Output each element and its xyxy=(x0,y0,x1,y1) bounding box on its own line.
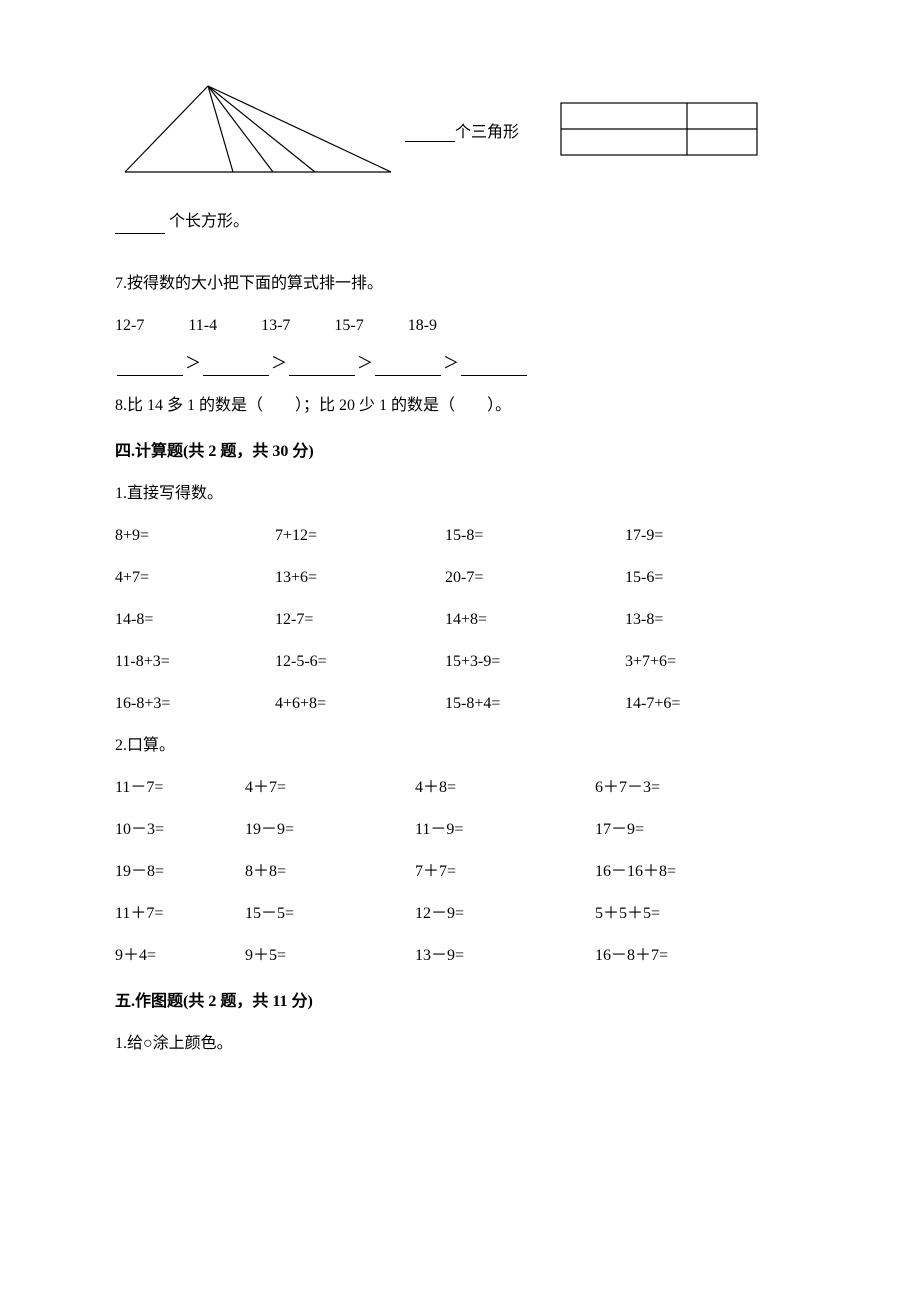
q8-line: 8.比 14 多 1 的数是（ ）；比 20 少 1 的数是（ ）。 xyxy=(115,394,805,418)
grid2-cell-4-2[interactable]: 13－9= xyxy=(415,944,595,968)
section4-sub2: 2.口算。 xyxy=(115,734,805,758)
grid1-cell-1-2[interactable]: 20-7= xyxy=(445,566,625,590)
rectangle-count-line: 个长方形。 xyxy=(115,210,805,234)
grid2-cell-3-1[interactable]: 15－5= xyxy=(245,902,415,926)
q7-expr-4: 18-9 xyxy=(408,314,437,338)
q7-blank-3[interactable] xyxy=(375,359,441,376)
grid1-cell-1-3[interactable]: 15-6= xyxy=(625,566,785,590)
grid2-cell-3-2[interactable]: 12－9= xyxy=(415,902,595,926)
grid1-cell-3-2[interactable]: 15+3-9= xyxy=(445,650,625,674)
q7-expr-1: 11-4 xyxy=(188,314,217,338)
q7-sep-3: ＞ xyxy=(443,355,459,372)
section4-heading: 四.计算题(共 2 题，共 30 分) xyxy=(115,440,805,464)
grid2-cell-2-2[interactable]: 7＋7= xyxy=(415,860,595,884)
q7-sep-2: ＞ xyxy=(357,355,373,372)
grid2-cell-1-3[interactable]: 17－9= xyxy=(595,818,765,842)
q7-sep-0: ＞ xyxy=(185,355,201,372)
grid2-cell-3-3[interactable]: 5＋5＋5= xyxy=(595,902,765,926)
q8-text-b: ）；比 20 少 1 的数是（ xyxy=(295,397,455,414)
grid1-cell-0-3[interactable]: 17-9= xyxy=(625,524,785,548)
grid1-cell-0-1[interactable]: 7+12= xyxy=(275,524,445,548)
grid1-cell-3-3[interactable]: 3+7+6= xyxy=(625,650,785,674)
grid1-cell-0-2[interactable]: 15-8= xyxy=(445,524,625,548)
grid1-cell-0-0[interactable]: 8+9= xyxy=(115,524,275,548)
grid2-cell-1-0[interactable]: 10－3= xyxy=(115,818,245,842)
grid1-cell-3-0[interactable]: 11-8+3= xyxy=(115,650,275,674)
grid1-cell-2-1[interactable]: 12-7= xyxy=(275,608,445,632)
grid2-cell-2-1[interactable]: 8＋8= xyxy=(245,860,415,884)
section4-sub1: 1.直接写得数。 xyxy=(115,482,805,506)
grid2-cell-3-0[interactable]: 11＋7= xyxy=(115,902,245,926)
triangle-label-text: 个三角形 xyxy=(455,121,519,145)
q8-gap-2[interactable] xyxy=(455,397,487,414)
triangle-figure xyxy=(115,80,395,186)
triangle-count-label: 个三角形 xyxy=(405,121,519,145)
grid1-cell-2-3[interactable]: 13-8= xyxy=(625,608,785,632)
grid2-cell-4-3[interactable]: 16－8＋7= xyxy=(595,944,765,968)
page: 个三角形 个长方形。 7.按得数的大小把下面的算式排一排。 12-7 11-4 13… xyxy=(0,0,920,1302)
grid2-cell-4-0[interactable]: 9＋4= xyxy=(115,944,245,968)
grid2-cell-0-0[interactable]: 11－7= xyxy=(115,776,245,800)
grid1-cell-4-2[interactable]: 15-8+4= xyxy=(445,692,625,716)
grid1-cell-1-1[interactable]: 13+6= xyxy=(275,566,445,590)
grid1-cell-1-0[interactable]: 4+7= xyxy=(115,566,275,590)
grid1-cell-2-0[interactable]: 14-8= xyxy=(115,608,275,632)
grid1-cell-2-2[interactable]: 14+8= xyxy=(445,608,625,632)
q7-blank-4[interactable] xyxy=(461,359,527,376)
calc-grid-2: 11－7=4＋7=4＋8=6＋7－3= 10－3=19－9=11－9=17－9= 1… xyxy=(115,776,805,968)
grid2-cell-4-1[interactable]: 9＋5= xyxy=(245,944,415,968)
figure-row-triangle: 个三角形 xyxy=(115,80,805,186)
grid2-cell-0-2[interactable]: 4＋8= xyxy=(415,776,595,800)
q7-sep-1: ＞ xyxy=(271,355,287,372)
triangle-count-blank[interactable] xyxy=(405,125,455,142)
grid2-cell-1-1[interactable]: 19－9= xyxy=(245,818,415,842)
grid1-cell-3-1[interactable]: 12-5-6= xyxy=(275,650,445,674)
rectangle-figure xyxy=(559,101,759,165)
q8-gap-1[interactable] xyxy=(263,397,295,414)
grid2-cell-1-2[interactable]: 11－9= xyxy=(415,818,595,842)
grid1-cell-4-1[interactable]: 4+6+8= xyxy=(275,692,445,716)
grid1-cell-4-0[interactable]: 16-8+3= xyxy=(115,692,275,716)
grid2-cell-0-1[interactable]: 4＋7= xyxy=(245,776,415,800)
q7-expr-3: 15-7 xyxy=(334,314,363,338)
calc-grid-1: 8+9=7+12=15-8=17-9=4+7=13+6=20-7=15-6=14… xyxy=(115,524,805,716)
grid2-cell-0-3[interactable]: 6＋7－3= xyxy=(595,776,765,800)
section5-sub1: 1.给○涂上颜色。 xyxy=(115,1032,805,1056)
q7-order-blanks: ＞ ＞ ＞ ＞ xyxy=(115,352,805,376)
grid2-cell-2-0[interactable]: 19－8= xyxy=(115,860,245,884)
rectangle-count-blank[interactable] xyxy=(115,217,165,234)
section5-heading: 五.作图题(共 2 题，共 11 分) xyxy=(115,990,805,1014)
q8-text-a: 8.比 14 多 1 的数是（ xyxy=(115,397,263,414)
q7-expressions: 12-7 11-4 13-7 15-7 18-9 xyxy=(115,314,805,338)
rectangle-label-text: 个长方形。 xyxy=(169,213,249,230)
q7-blank-2[interactable] xyxy=(289,359,355,376)
q7-expr-2: 13-7 xyxy=(261,314,290,338)
grid1-cell-4-3[interactable]: 14-7+6= xyxy=(625,692,785,716)
q7-blank-0[interactable] xyxy=(117,359,183,376)
q7-prompt: 7.按得数的大小把下面的算式排一排。 xyxy=(115,272,805,296)
grid2-cell-2-3[interactable]: 16－16＋8= xyxy=(595,860,765,884)
q7-blank-1[interactable] xyxy=(203,359,269,376)
q8-text-c: ）。 xyxy=(487,397,511,414)
q7-expr-0: 12-7 xyxy=(115,314,144,338)
